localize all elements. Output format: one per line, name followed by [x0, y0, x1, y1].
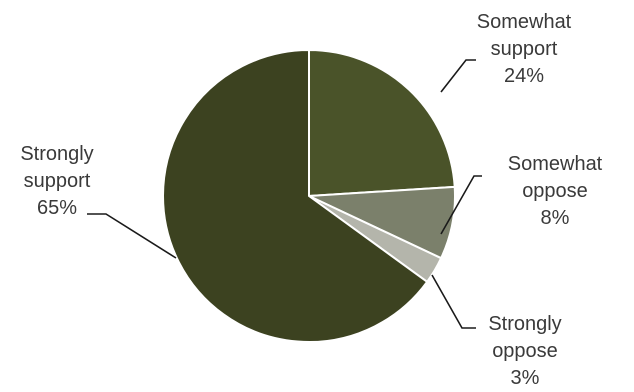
slice-label-line-2-1: oppose [492, 340, 558, 362]
slice-label-line-1-0: Somewhat [508, 153, 603, 175]
pie-slices [162, 49, 456, 343]
slice-value-3: 65% [37, 197, 77, 219]
slice-label-line-0-0: Somewhat [477, 11, 572, 33]
slice-value-2: 3% [511, 367, 540, 389]
slice-label-line-3-0: Strongly [20, 143, 93, 165]
slice-label-line-2-0: Strongly [488, 313, 561, 335]
slice-label-3: Strongly support 65% [20, 143, 93, 219]
pie-slice-3 [162, 49, 429, 343]
leader-line-1 [440, 175, 482, 235]
slice-labels: Somewhat support 24% Somewhat oppose 8% Strong… [20, 11, 602, 389]
leader-lines [87, 59, 482, 329]
leader-line-0 [440, 59, 476, 93]
slice-label-2: Strongly oppose 3% [488, 313, 561, 389]
slice-label-1: Somewhat oppose 8% [508, 153, 603, 229]
slice-label-line-3-1: support [24, 170, 91, 192]
leader-line-2 [431, 274, 476, 329]
leader-line-3 [87, 213, 177, 259]
slice-label-0: Somewhat support 24% [477, 11, 572, 87]
slice-value-1: 8% [541, 207, 570, 229]
slice-label-line-0-1: support [491, 38, 558, 60]
pie-slice-0 [308, 49, 456, 197]
slice-value-0: 24% [504, 65, 544, 87]
slice-label-line-1-1: oppose [522, 180, 588, 202]
